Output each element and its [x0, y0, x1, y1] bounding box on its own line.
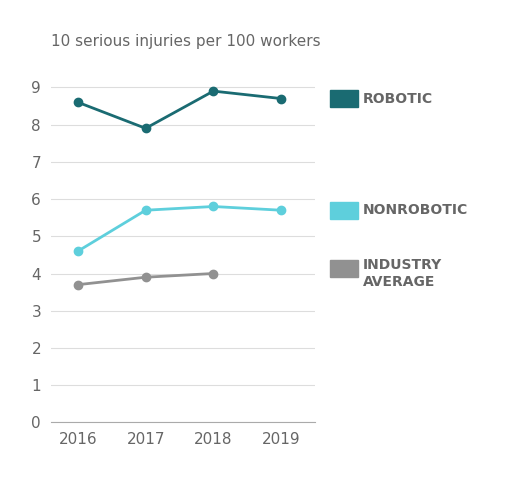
- Text: NONROBOTIC: NONROBOTIC: [363, 203, 468, 217]
- Text: AVERAGE: AVERAGE: [363, 275, 435, 289]
- Text: INDUSTRY: INDUSTRY: [363, 258, 442, 272]
- Text: ROBOTIC: ROBOTIC: [363, 92, 433, 106]
- Text: 10 serious injuries per 100 workers: 10 serious injuries per 100 workers: [51, 35, 321, 49]
